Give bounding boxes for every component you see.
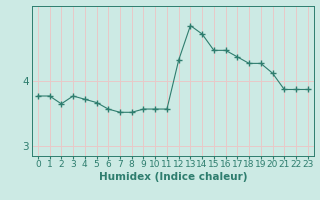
X-axis label: Humidex (Indice chaleur): Humidex (Indice chaleur) — [99, 172, 247, 182]
